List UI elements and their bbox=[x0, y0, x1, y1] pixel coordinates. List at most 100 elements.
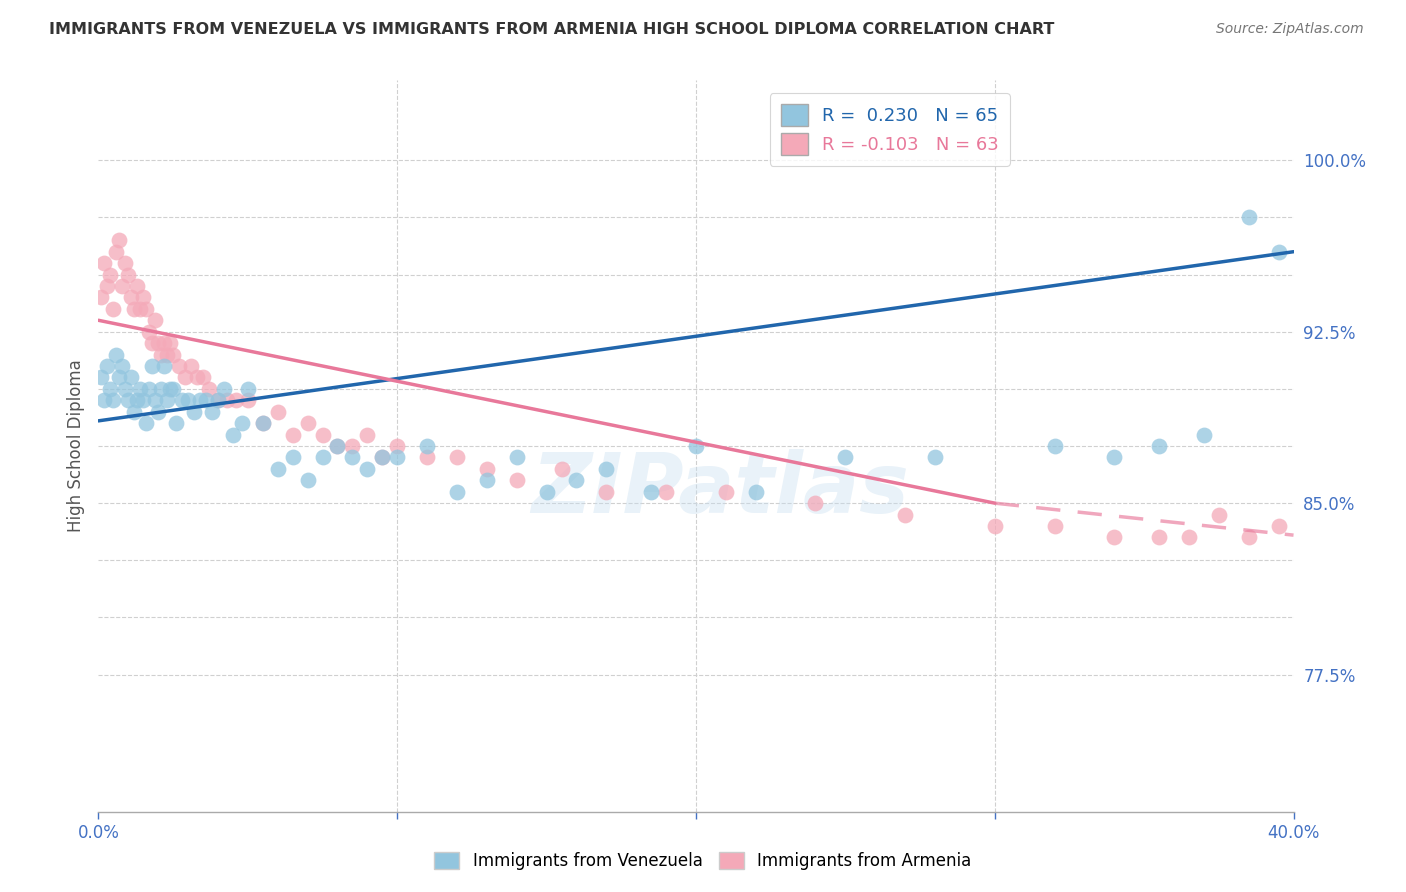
Point bbox=[153, 336, 176, 351]
Point bbox=[595, 484, 617, 499]
Point bbox=[446, 484, 468, 499]
Point bbox=[183, 405, 205, 419]
Point bbox=[150, 382, 173, 396]
Point bbox=[1043, 519, 1066, 533]
Point bbox=[1147, 439, 1170, 453]
Point bbox=[281, 427, 304, 442]
Point bbox=[685, 439, 707, 453]
Point bbox=[984, 519, 1007, 533]
Point bbox=[834, 450, 856, 465]
Point bbox=[446, 450, 468, 465]
Text: ZIPatlas: ZIPatlas bbox=[531, 450, 908, 531]
Point bbox=[114, 256, 136, 270]
Point bbox=[1237, 530, 1260, 544]
Point bbox=[127, 393, 149, 408]
Point bbox=[96, 359, 118, 373]
Point bbox=[96, 279, 118, 293]
Point bbox=[105, 347, 128, 362]
Point bbox=[1237, 211, 1260, 225]
Point bbox=[108, 233, 131, 247]
Point bbox=[356, 427, 378, 442]
Point bbox=[536, 484, 558, 499]
Point bbox=[188, 393, 211, 408]
Point bbox=[111, 359, 134, 373]
Point bbox=[90, 290, 112, 304]
Point bbox=[222, 427, 245, 442]
Point bbox=[143, 313, 166, 327]
Point bbox=[138, 325, 160, 339]
Point bbox=[225, 393, 247, 408]
Point bbox=[714, 484, 737, 499]
Point bbox=[326, 439, 349, 453]
Point bbox=[103, 301, 125, 316]
Point bbox=[129, 382, 152, 396]
Point bbox=[162, 382, 184, 396]
Point bbox=[207, 393, 229, 408]
Legend: Immigrants from Venezuela, Immigrants from Armenia: Immigrants from Venezuela, Immigrants fr… bbox=[427, 845, 979, 877]
Point bbox=[506, 473, 529, 487]
Text: IMMIGRANTS FROM VENEZUELA VS IMMIGRANTS FROM ARMENIA HIGH SCHOOL DIPLOMA CORRELA: IMMIGRANTS FROM VENEZUELA VS IMMIGRANTS … bbox=[49, 22, 1054, 37]
Point bbox=[212, 382, 235, 396]
Point bbox=[114, 382, 136, 396]
Point bbox=[167, 359, 190, 373]
Point bbox=[143, 393, 166, 408]
Point bbox=[506, 450, 529, 465]
Point bbox=[165, 416, 187, 430]
Point bbox=[1267, 519, 1289, 533]
Point bbox=[267, 405, 290, 419]
Point bbox=[311, 450, 333, 465]
Point bbox=[231, 416, 253, 430]
Point bbox=[201, 405, 224, 419]
Point bbox=[138, 382, 160, 396]
Point bbox=[135, 416, 157, 430]
Point bbox=[297, 416, 319, 430]
Point bbox=[159, 382, 181, 396]
Point bbox=[356, 462, 378, 476]
Point bbox=[326, 439, 349, 453]
Point bbox=[1104, 530, 1126, 544]
Point bbox=[120, 290, 142, 304]
Point bbox=[475, 473, 498, 487]
Point bbox=[550, 462, 572, 476]
Point bbox=[141, 359, 163, 373]
Point bbox=[371, 450, 394, 465]
Point bbox=[103, 393, 125, 408]
Point bbox=[117, 393, 139, 408]
Point bbox=[148, 336, 170, 351]
Point bbox=[153, 359, 176, 373]
Point bbox=[177, 393, 200, 408]
Point bbox=[1178, 530, 1201, 544]
Point bbox=[150, 347, 173, 362]
Point bbox=[1267, 244, 1289, 259]
Point bbox=[416, 450, 439, 465]
Y-axis label: High School Diploma: High School Diploma bbox=[66, 359, 84, 533]
Point bbox=[236, 382, 259, 396]
Point bbox=[156, 347, 179, 362]
Point bbox=[174, 370, 197, 384]
Point bbox=[252, 416, 274, 430]
Point bbox=[1147, 530, 1170, 544]
Point bbox=[120, 370, 142, 384]
Point bbox=[1104, 450, 1126, 465]
Point bbox=[475, 462, 498, 476]
Point bbox=[745, 484, 768, 499]
Point bbox=[655, 484, 678, 499]
Point bbox=[98, 382, 122, 396]
Point bbox=[172, 393, 194, 408]
Point bbox=[297, 473, 319, 487]
Point bbox=[207, 393, 229, 408]
Point bbox=[565, 473, 588, 487]
Point bbox=[385, 439, 409, 453]
Point bbox=[371, 450, 394, 465]
Point bbox=[342, 450, 364, 465]
Point bbox=[90, 370, 112, 384]
Point bbox=[385, 450, 409, 465]
Point bbox=[1208, 508, 1230, 522]
Point bbox=[311, 427, 333, 442]
Point bbox=[105, 244, 128, 259]
Text: Source: ZipAtlas.com: Source: ZipAtlas.com bbox=[1216, 22, 1364, 37]
Point bbox=[198, 382, 221, 396]
Point bbox=[595, 462, 617, 476]
Point bbox=[252, 416, 274, 430]
Point bbox=[894, 508, 917, 522]
